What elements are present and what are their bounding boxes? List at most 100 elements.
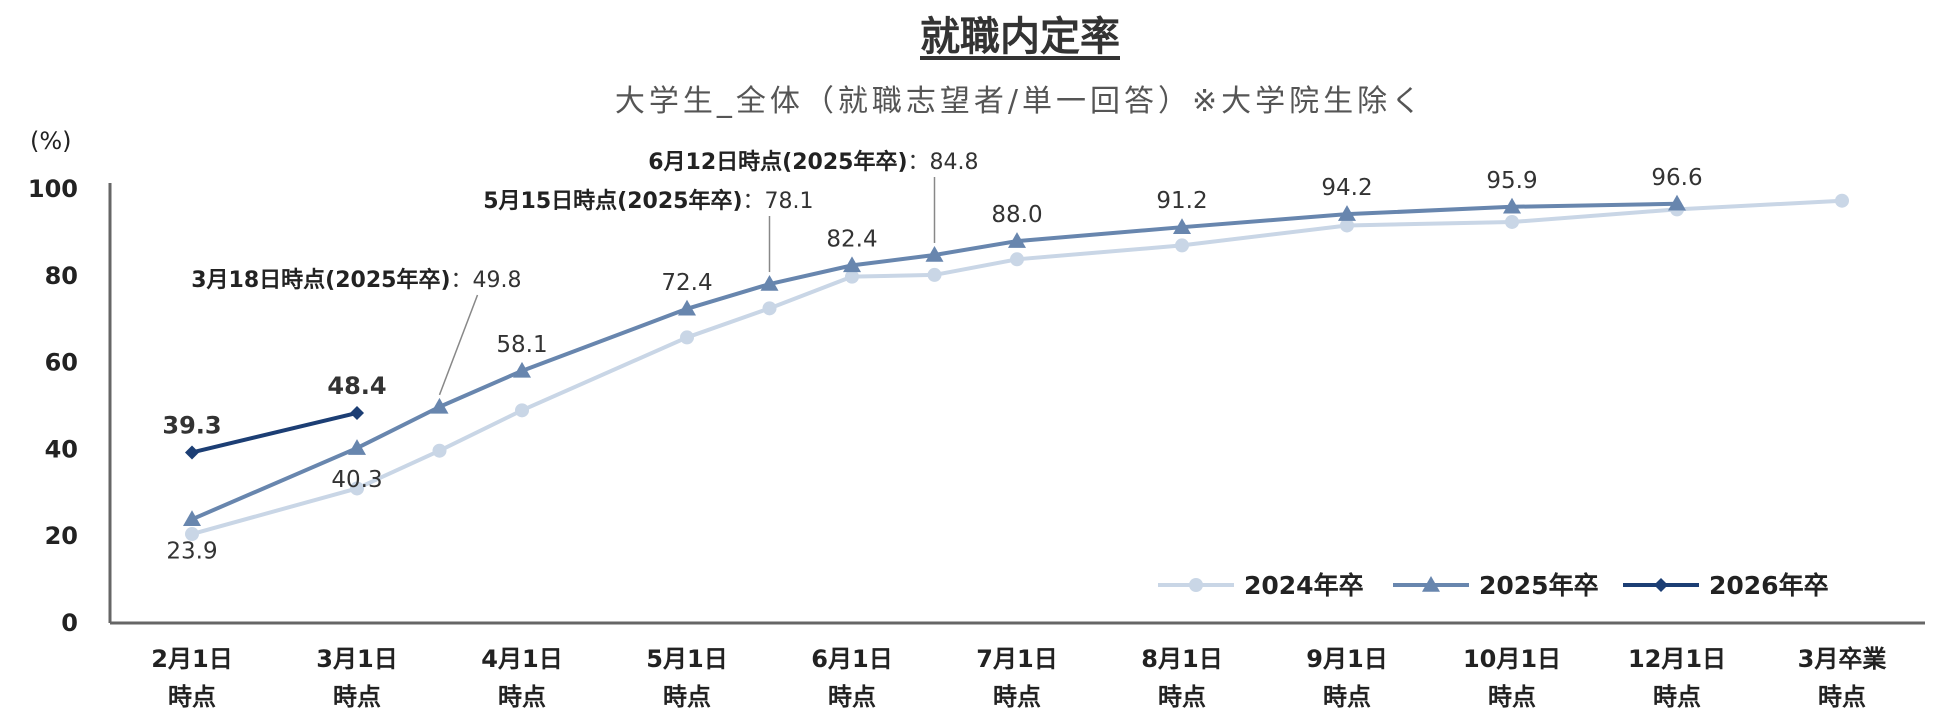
x-tick-label-5: 7月1日時点 bbox=[976, 645, 1057, 711]
y-axis: (%) 0 20 40 60 80 100 bbox=[28, 127, 112, 637]
series-layer bbox=[183, 193, 1849, 542]
x-tick-label-1: 3月1日時点 bbox=[316, 645, 397, 711]
annotation-label: 6月12日時点(2025年卒) bbox=[648, 149, 907, 175]
x-tick-label-7: 9月1日時点 bbox=[1306, 645, 1387, 711]
x-tick-line2: 時点 bbox=[1323, 683, 1371, 711]
data-point-2024-5 bbox=[762, 301, 777, 316]
x-tick-label-6: 8月1日時点 bbox=[1141, 645, 1222, 711]
data-point-2025-1 bbox=[348, 439, 366, 455]
data-label-2025-6: 91.2 bbox=[1156, 188, 1207, 214]
x-tick-line1: 5月1日 bbox=[646, 645, 727, 673]
x-tick-line2: 時点 bbox=[1488, 683, 1536, 711]
chart-subtitle: 大学生_全体（就職志望者/単一回答）※大学院生除く bbox=[614, 84, 1426, 119]
annotation-layer: 3月18日時点(2025年卒)：49.8 5月15日時点(2025年卒)：78.1… bbox=[191, 149, 979, 396]
data-label-2025-9: 96.6 bbox=[1651, 165, 1702, 191]
legend-label: 2026年卒 bbox=[1709, 571, 1829, 600]
x-tick-line2: 時点 bbox=[333, 683, 381, 711]
data-label-2025-3: 72.4 bbox=[661, 270, 712, 296]
data-label-2025-8: 95.9 bbox=[1486, 168, 1537, 194]
data-label-2026-10: 39.3 bbox=[162, 411, 221, 439]
y-tick-label-80: 80 bbox=[45, 262, 78, 290]
data-point-2024-6 bbox=[845, 269, 859, 284]
legend-swatch-marker bbox=[1654, 578, 1668, 592]
data-label-2025-4: 82.4 bbox=[826, 226, 877, 252]
y-tick-label-100: 100 bbox=[28, 175, 78, 203]
x-tick-line2: 時点 bbox=[993, 683, 1041, 711]
data-point-2024-13 bbox=[1835, 193, 1849, 208]
legend-item-2025: 2025年卒 bbox=[1393, 571, 1599, 600]
annotation-1: 5月15日時点(2025年卒)：78.1 bbox=[483, 188, 813, 214]
data-label-layer: 23.9 40.3 58.1 72.4 82.4 88.0 91.2 94.2 95.9 96.6… bbox=[162, 165, 1702, 565]
x-tick-line1: 12月1日 bbox=[1628, 645, 1726, 673]
x-tick-label-3: 5月1日時点 bbox=[646, 645, 727, 711]
x-tick-line1: 4月1日 bbox=[481, 645, 562, 673]
data-point-2025-0 bbox=[183, 510, 201, 527]
x-tick-label-0: 2月1日時点 bbox=[151, 645, 232, 711]
legend-swatch-marker bbox=[1422, 576, 1440, 592]
data-point-2025-5 bbox=[760, 275, 779, 291]
series-2025 bbox=[183, 194, 1686, 527]
annotation-2: 6月12日時点(2025年卒)：84.8 bbox=[648, 149, 978, 175]
annotation-value: ：49.8 bbox=[451, 268, 522, 293]
data-point-2024-7 bbox=[927, 267, 942, 282]
data-point-2024-10 bbox=[1340, 218, 1354, 233]
x-tick-line2: 時点 bbox=[1158, 683, 1206, 711]
data-point-2026-1 bbox=[350, 405, 364, 420]
legend-item-2026: 2026年卒 bbox=[1623, 571, 1829, 600]
annotation-label: 3月18日時点(2025年卒) bbox=[191, 267, 450, 293]
data-point-2024-8 bbox=[1010, 252, 1024, 267]
x-tick-label-9: 12月1日時点 bbox=[1628, 645, 1726, 711]
data-point-2024-4 bbox=[680, 330, 694, 345]
annotation-leader-0 bbox=[438, 294, 479, 396]
y-tick-label-40: 40 bbox=[45, 435, 78, 463]
y-tick-label-60: 60 bbox=[45, 349, 78, 377]
x-tick-line1: 7月1日 bbox=[976, 645, 1057, 673]
data-point-2025-2 bbox=[430, 397, 449, 414]
data-point-2025-11 bbox=[1503, 197, 1521, 214]
data-point-2025-12 bbox=[1668, 194, 1686, 211]
annotation-0: 3月18日時点(2025年卒)：49.8 bbox=[191, 267, 521, 293]
annotation-value: ：84.8 bbox=[908, 150, 979, 175]
x-tick-label-2: 4月1日時点 bbox=[481, 645, 562, 711]
legend-swatch-marker bbox=[1189, 578, 1203, 592]
data-label-2025-7: 94.2 bbox=[1321, 175, 1372, 201]
data-point-2024-2 bbox=[432, 443, 447, 458]
data-point-2024-1 bbox=[350, 481, 364, 496]
annotation-label: 5月15日時点(2025年卒) bbox=[483, 188, 742, 214]
data-label-2026-11: 48.4 bbox=[327, 372, 386, 400]
data-label-2025-5: 88.0 bbox=[991, 202, 1042, 228]
x-tick-label-10: 3月卒業時点 bbox=[1798, 645, 1887, 711]
x-tick-line1: 3月1日 bbox=[316, 645, 397, 673]
annotation-value: ：78.1 bbox=[743, 189, 814, 214]
x-tick-line2: 時点 bbox=[498, 683, 546, 711]
data-point-2025-10 bbox=[1338, 205, 1356, 221]
data-label-2025-0: 23.9 bbox=[166, 538, 217, 564]
x-tick-line2: 時点 bbox=[1818, 683, 1866, 711]
x-tick-line1: 3月卒業 bbox=[1798, 645, 1887, 673]
data-point-2025-9 bbox=[1173, 218, 1191, 234]
y-tick-label-20: 20 bbox=[45, 522, 78, 550]
x-tick-line2: 時点 bbox=[663, 683, 711, 711]
series-2024 bbox=[185, 193, 1849, 542]
series-line-2026 bbox=[191, 410, 358, 455]
data-label-2025-1: 40.3 bbox=[331, 467, 382, 493]
data-point-2024-11 bbox=[1505, 214, 1519, 229]
legend-label: 2025年卒 bbox=[1479, 571, 1599, 600]
x-tick-line2: 時点 bbox=[168, 683, 216, 711]
x-tick-line1: 6月1日 bbox=[811, 645, 892, 673]
data-point-2024-3 bbox=[515, 403, 529, 418]
data-point-2025-7 bbox=[925, 245, 944, 262]
x-tick-line1: 9月1日 bbox=[1306, 645, 1387, 673]
data-point-2025-8 bbox=[1008, 232, 1026, 248]
legend: 2024年卒 2025年卒 2026年卒 bbox=[1158, 571, 1829, 600]
data-point-2025-4 bbox=[678, 299, 696, 316]
x-tick-label-8: 10月1日時点 bbox=[1463, 645, 1561, 711]
chart-title: 就職内定率 bbox=[920, 14, 1120, 60]
x-axis: 2月1日時点3月1日時点4月1日時点5月1日時点6月1日時点7月1日時点8月1日… bbox=[110, 621, 1925, 711]
x-tick-line1: 8月1日 bbox=[1141, 645, 1222, 673]
y-tick-label-0: 0 bbox=[61, 609, 78, 637]
series-line-2024 bbox=[191, 198, 1843, 536]
data-point-2026-0 bbox=[185, 445, 199, 460]
data-point-2024-0 bbox=[185, 527, 199, 542]
